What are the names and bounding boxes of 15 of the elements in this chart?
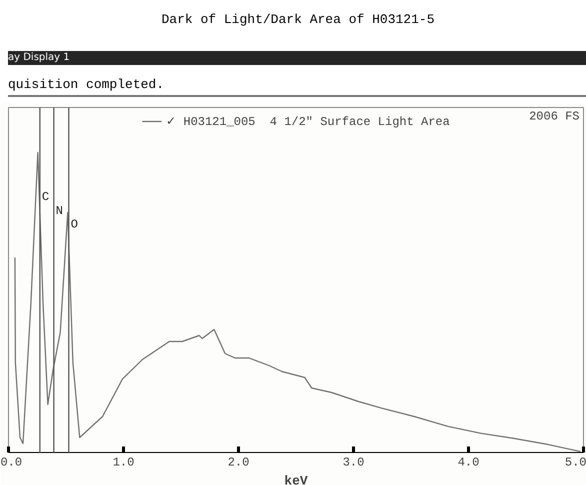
x-tick-label: 4.0 bbox=[458, 456, 480, 470]
x-tick-label: 2.0 bbox=[228, 456, 250, 470]
legend-label: ✓ H03121_005 4 1/2" Surface Light Area bbox=[166, 114, 450, 128]
ref-line-label: C bbox=[42, 190, 50, 204]
ref-line-label: O bbox=[70, 218, 78, 232]
text: quisition completed. bbox=[8, 76, 164, 94]
x-axis-title: keV bbox=[284, 474, 308, 485]
chart-title: Dark of Light/Dark Area of H03121-5 bbox=[161, 11, 435, 29]
ref-line-label: N bbox=[56, 204, 64, 218]
text: 2006 FS bbox=[529, 110, 580, 124]
x-tick-label: 1.0 bbox=[112, 456, 134, 470]
x-tick-label: 0.0 bbox=[0, 456, 22, 470]
text: ay Display 1 bbox=[8, 51, 70, 65]
x-tick-label: 5.0 bbox=[564, 456, 586, 470]
x-tick-label: 3.0 bbox=[342, 456, 364, 470]
